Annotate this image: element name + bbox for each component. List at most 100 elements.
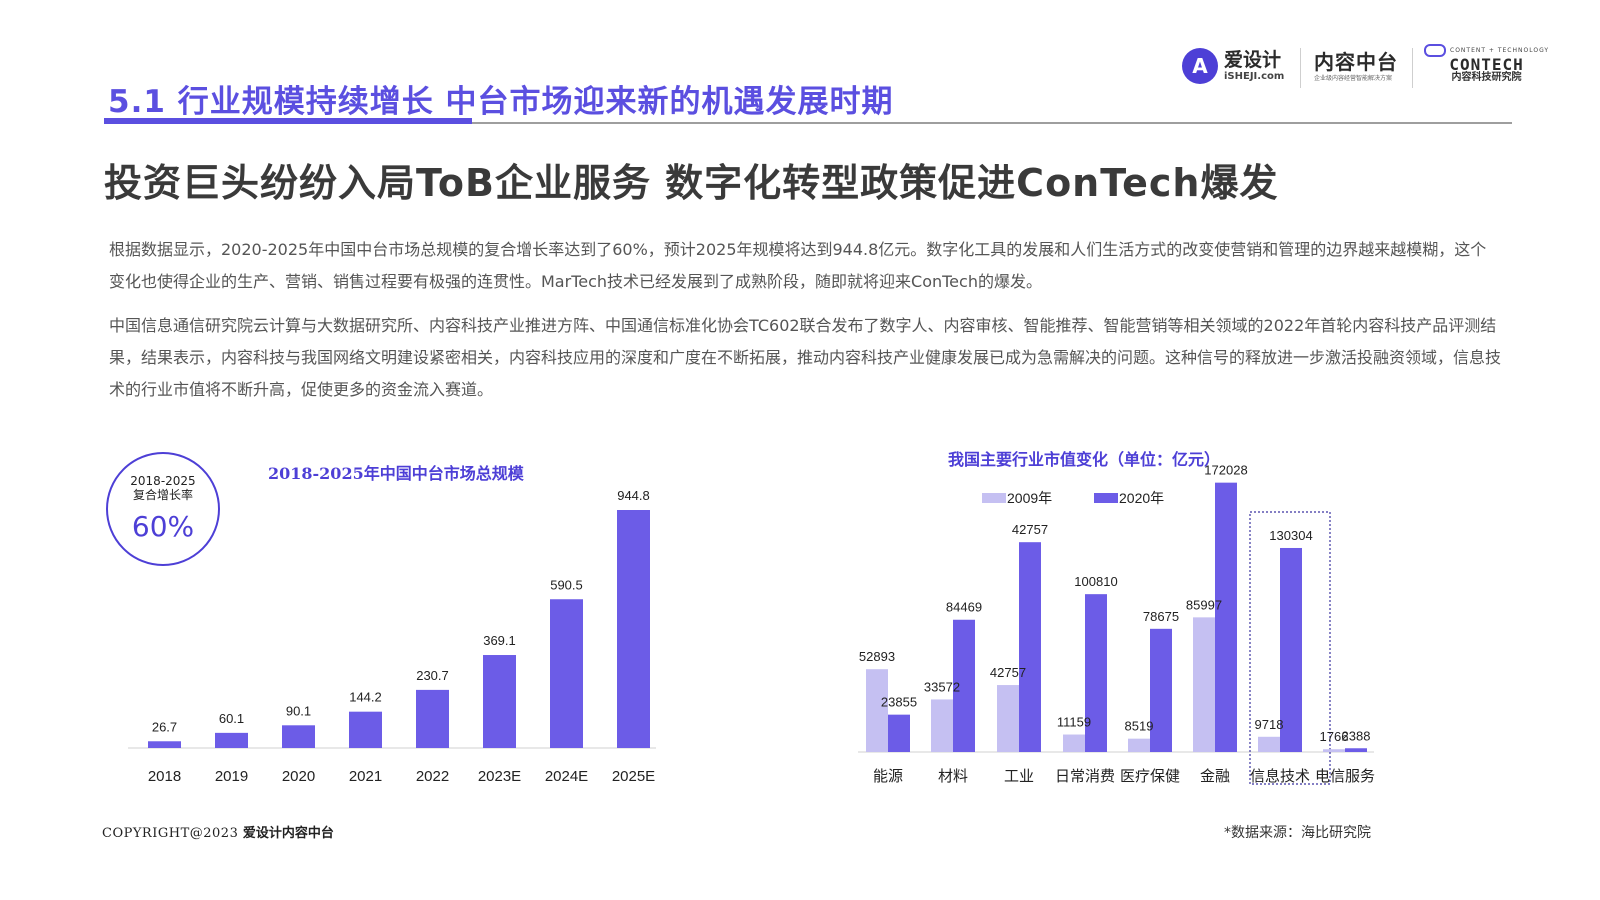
market-x-tick: 2020 [282, 768, 315, 785]
bar-2009-材料 [931, 699, 953, 752]
section-title: 5.1 行业规模持续增长 中台市场迎来新的机遇发展时期 [108, 84, 894, 120]
bar-label-2009: 33572 [924, 679, 960, 694]
bar-2020-医疗保健 [1150, 628, 1172, 752]
ishejl-logo-icon: A [1182, 48, 1218, 84]
ishejl-logo-domain: iSHEJI.com [1224, 70, 1285, 82]
contech-tagline: CONTENT + TECHNOLOGY [1450, 47, 1550, 54]
bar-label-2009: 85997 [1186, 597, 1222, 612]
highlight-box-info-tech [1249, 511, 1331, 785]
market-x-tick: 2019 [215, 768, 248, 785]
bar-label-2020: 42757 [1012, 522, 1048, 537]
industry-x-tick: 信息技术 [1250, 768, 1310, 785]
industry-x-tick: 电信服务 [1315, 768, 1375, 785]
market-bar-label: 944.8 [617, 488, 650, 503]
bar-label-2009: 11159 [1057, 715, 1091, 730]
bar-label-2009: 52893 [859, 649, 895, 664]
bar-2020-能源 [888, 714, 910, 752]
market-x-tick: 2022 [416, 768, 449, 785]
bar-2020-电信服务 [1345, 748, 1367, 752]
bar-label-2020: 84469 [946, 600, 982, 615]
market-bar-label: 144.2 [349, 690, 382, 705]
bar-label-2020: 2388 [1342, 728, 1371, 743]
body-paragraph-2: 中国信息通信研究院云计算与大数据研究所、内容科技产业推进方阵、中国通信标准化协会… [109, 316, 1502, 399]
section-underline-divider [472, 122, 1512, 124]
industry-x-tick: 日常消费 [1055, 768, 1115, 785]
neirong-zhongtai-logo: 内容中台 企业级内容经营智能解决方案 [1314, 52, 1398, 82]
market-bar-2019 [215, 732, 248, 748]
contech-logo-name: CONTECH [1449, 55, 1524, 74]
market-bar-2023E [483, 655, 516, 748]
copyright-owner: 爱设计内容中台 [238, 826, 334, 841]
bar-2020-信息技术 [1280, 547, 1302, 752]
bar-2009-工业 [997, 685, 1019, 752]
market-bar-label: 230.7 [416, 668, 449, 683]
market-bar-label: 90.1 [286, 703, 311, 718]
cagr-label-text: 复合增长率 [132, 488, 193, 502]
copyright-prefix: COPYRIGHT@2023 [102, 826, 239, 841]
section-underline-accent [104, 118, 472, 124]
market-bar-2018 [148, 741, 181, 748]
data-source-note: *数据来源：海比研究院 [1224, 825, 1371, 841]
bar-label-2020: 100810 [1074, 574, 1117, 589]
bar-label-2020: 78675 [1143, 609, 1179, 624]
industry-x-tick: 金融 [1200, 768, 1230, 785]
market-bar-label: 26.7 [152, 719, 177, 734]
bar-2020-材料 [953, 619, 975, 752]
market-size-chart-title: 2018-2025年中国中台市场总规模 [268, 464, 524, 483]
industry-x-tick: 工业 [1004, 768, 1034, 785]
market-bar-label: 590.5 [550, 577, 583, 592]
contech-link-icon [1424, 44, 1446, 57]
market-bar-2020 [282, 725, 315, 748]
bar-label-2020: 130304 [1269, 528, 1312, 543]
bar-label-2009: 9718 [1255, 717, 1284, 732]
cagr-label-years: 2018-2025 [130, 474, 196, 488]
market-bar-2025E [617, 510, 650, 748]
ishejl-logo: A 爱设计 iSHEJI.com [1182, 48, 1284, 84]
market-bar-label: 369.1 [483, 633, 516, 648]
bar-label-2020: 23855 [881, 695, 917, 710]
cagr-value: 60% [131, 510, 195, 543]
bar-label-2009: 8519 [1125, 719, 1154, 734]
copyright: COPYRIGHT@2023 爱设计内容中台 [102, 822, 334, 841]
bar-2009-能源 [866, 669, 888, 752]
industry-value-chart-title: 我国主要行业市值变化（单位：亿元） [948, 450, 1221, 469]
logo-divider [1300, 48, 1301, 88]
industry-x-tick: 材料 [938, 768, 968, 785]
neirong-logo-tagline: 企业级内容经营智能解决方案 [1314, 75, 1393, 82]
bar-label-2009: 1766 [1320, 729, 1349, 744]
market-x-tick: 2021 [349, 768, 382, 785]
ishejl-logo-name: 爱设计 [1224, 48, 1282, 71]
market-bar-2021 [349, 711, 382, 748]
industry-x-tick: 医疗保健 [1120, 768, 1180, 785]
market-x-tick: 2023E [478, 768, 521, 785]
legend-label-2009: 2009年 [1007, 490, 1052, 506]
logo-divider [1412, 48, 1413, 88]
market-x-tick: 2024E [545, 768, 588, 785]
neirong-logo-name: 内容中台 [1314, 50, 1398, 74]
legend-swatch-2020 [1094, 493, 1118, 503]
bar-2009-金融 [1193, 617, 1215, 752]
market-bar-label: 60.1 [219, 711, 244, 726]
bar-2009-日常消费 [1063, 734, 1085, 752]
market-x-tick: 2018 [148, 768, 181, 785]
bar-2020-工业 [1019, 542, 1041, 752]
bar-2009-信息技术 [1258, 736, 1280, 752]
market-bar-2022 [416, 689, 449, 748]
contech-logo: CONTENT + TECHNOLOGY CONTECH 内容科技研究院 [1424, 44, 1549, 83]
bar-label-2020: 172028 [1204, 463, 1247, 478]
industry-x-tick: 能源 [873, 768, 903, 785]
bar-2020-金融 [1215, 482, 1237, 752]
legend-label-2020: 2020年 [1119, 490, 1164, 506]
main-heading: 投资巨头纷纷入局ToB企业服务 数字化转型政策促进ConTech爆发 [104, 161, 1279, 205]
bar-2009-电信服务 [1323, 749, 1345, 752]
cagr-badge: 2018-2025 复合增长率 60% [106, 452, 220, 566]
legend-swatch-2009 [982, 493, 1006, 503]
bar-2020-日常消费 [1085, 594, 1107, 752]
body-paragraph-1: 根据数据显示，2020-2025年中国中台市场总规模的复合增长率达到了60%，预… [109, 240, 1487, 291]
market-bar-2024E [550, 599, 583, 748]
bar-label-2009: 42757 [990, 665, 1026, 680]
contech-logo-sub: 内容科技研究院 [1451, 72, 1522, 83]
market-x-tick: 2025E [612, 768, 655, 785]
bar-2009-医疗保健 [1128, 738, 1150, 752]
